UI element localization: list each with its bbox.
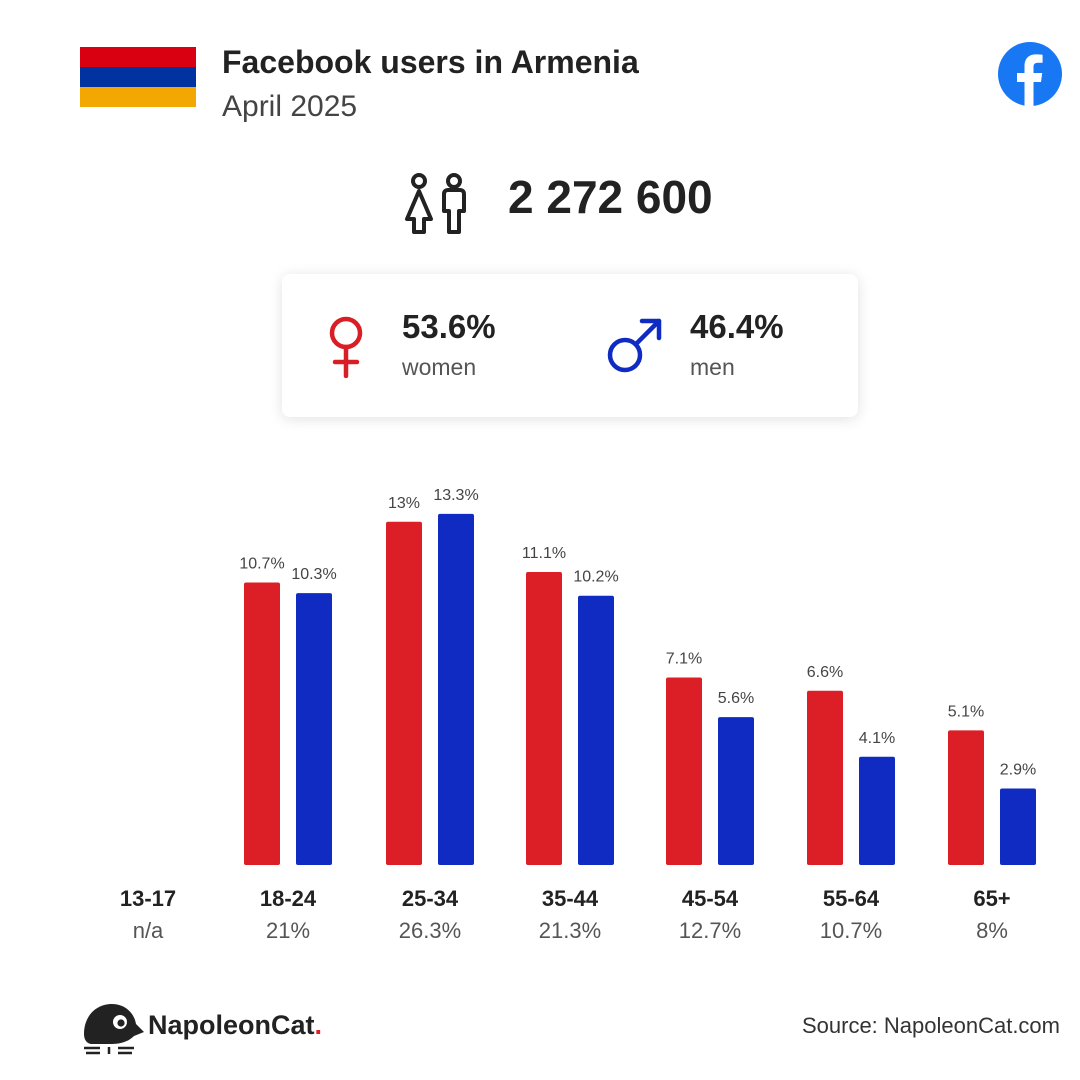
data-label-25-34-series-1: 13% [388, 495, 420, 512]
data-label-35-44-series-1: 11.1% [522, 545, 566, 562]
total-users: 2 272 600 [508, 171, 713, 223]
category-label-65+: 65+ [973, 886, 1010, 911]
data-label-45-54-series-1: 7.1% [666, 651, 702, 668]
bar-65+-series-1 [948, 730, 984, 865]
brand-name-text: NapoleonCat [148, 1010, 315, 1040]
data-label-25-34-series-2: 13.3% [433, 487, 478, 504]
data-label-65+-series-2: 2.9% [1000, 761, 1036, 778]
brand-name: NapoleonCat. [148, 1010, 322, 1041]
category-label-13-17: 13-17 [120, 886, 176, 911]
bar-45-54-series-1 [666, 677, 702, 865]
category-label-18-24: 18-24 [260, 886, 317, 911]
bar-55-64-series-2 [859, 756, 895, 865]
brand-dot: . [314, 1010, 323, 1040]
data-label-55-64-series-1: 6.6% [807, 664, 843, 681]
bar-45-54-series-2 [718, 717, 754, 865]
category-total-13-17: n/a [133, 918, 164, 943]
data-label-18-24-series-2: 10.3% [291, 566, 336, 583]
women-label: women [402, 354, 477, 380]
page-subtitle: April 2025 [222, 90, 358, 123]
source-label: Source: NapoleonCat.com [801, 1013, 1060, 1038]
category-total-35-44: 21.3% [539, 918, 601, 943]
facebook-icon [998, 42, 1062, 106]
category-total-25-34: 26.3% [399, 918, 461, 943]
flag-stripe-blue [80, 67, 196, 87]
armenia-flag [80, 47, 196, 107]
data-label-18-24-series-1: 10.7% [239, 556, 284, 573]
category-total-55-64: 10.7% [820, 918, 882, 943]
bar-18-24-series-1 [244, 582, 280, 865]
women-percent: 53.6% [402, 308, 496, 345]
male-icon [607, 318, 662, 373]
category-label-45-54: 45-54 [682, 886, 739, 911]
bar-18-24-series-2 [296, 593, 332, 865]
napoleoncat-logo [84, 1004, 144, 1055]
age-bar-chart: 13-17 n/a 10.7% 10.3% 18-24 21% 13% 13.3% 25-34 2… [120, 487, 1036, 943]
bar-25-34-series-2 [438, 513, 474, 865]
men-percent: 46.4% [690, 308, 784, 345]
data-label-35-44-series-2: 10.2% [573, 569, 618, 586]
category-total-18-24: 21% [266, 918, 310, 943]
category-label-35-44: 35-44 [542, 886, 599, 911]
category-total-45-54: 12.7% [679, 918, 741, 943]
bar-55-64-series-1 [807, 690, 843, 865]
bar-25-34-series-1 [386, 521, 422, 865]
data-label-45-54-series-2: 5.6% [718, 690, 754, 707]
gender-card: 53.6% women 46.4% men [282, 274, 858, 417]
bar-35-44-series-1 [526, 571, 562, 865]
men-label: men [690, 354, 735, 380]
users-icon [405, 173, 466, 234]
page-title: Facebook users in Armenia [222, 44, 639, 80]
data-label-55-64-series-2: 4.1% [859, 730, 895, 747]
female-icon [329, 316, 363, 378]
flag-stripe-red [80, 47, 196, 67]
data-label-65+-series-1: 5.1% [948, 703, 984, 720]
bar-35-44-series-2 [578, 595, 614, 865]
category-label-55-64: 55-64 [823, 886, 880, 911]
category-total-65+: 8% [976, 918, 1008, 943]
flag-stripe-orange [80, 87, 196, 107]
bar-65+-series-2 [1000, 788, 1036, 865]
category-label-25-34: 25-34 [402, 886, 459, 911]
